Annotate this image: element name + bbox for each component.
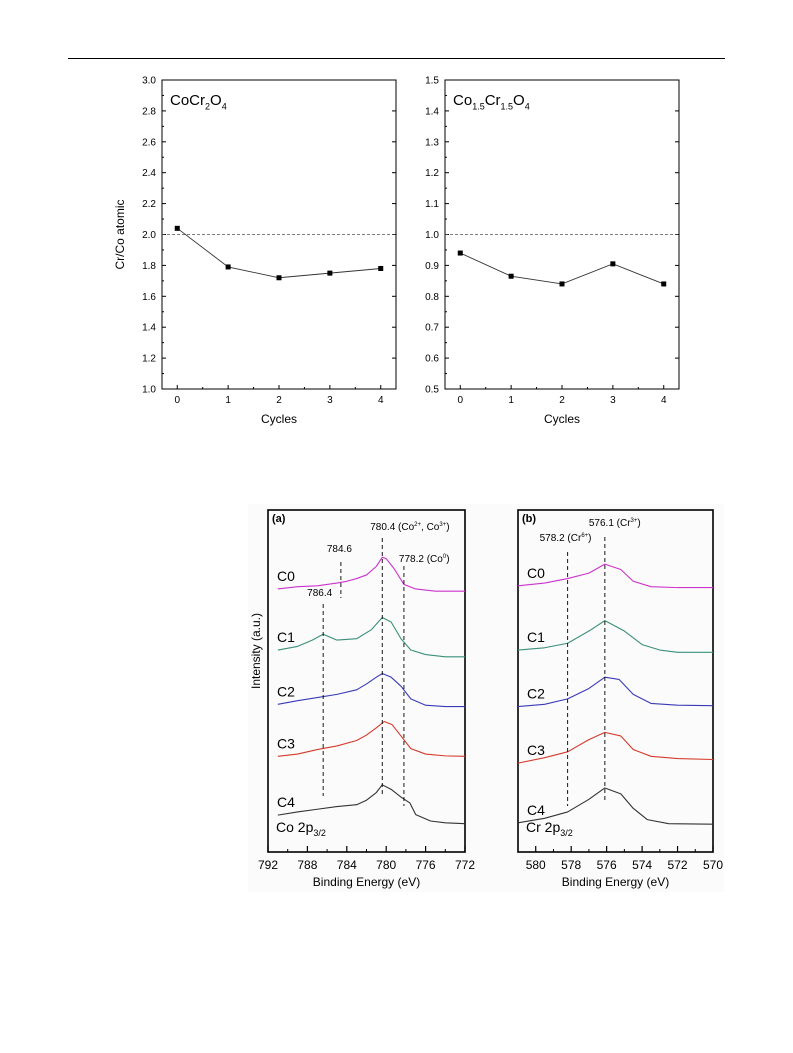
panel-a-xlabel: Binding Energy (eV) xyxy=(313,875,420,889)
top-right-ytick-label: 1.5 xyxy=(425,76,439,87)
panel-a-region-label: Co 2p3/2 xyxy=(276,819,326,838)
top-right-xtick-label: 2 xyxy=(559,395,565,406)
panel-a-ylabel: Intensity (a.u.) xyxy=(249,613,263,689)
top-right-xtick-label: 1 xyxy=(508,395,514,406)
panel-a-xtick-label: 776 xyxy=(416,858,436,872)
top-left-ytick-label: 1.6 xyxy=(142,292,156,303)
panel-b-axes-frame xyxy=(517,509,714,853)
top-left-xtick-label: 4 xyxy=(378,395,384,406)
panel-b-series-label-c0: C0 xyxy=(527,565,545,581)
panel-b-xlabel: Binding Energy (eV) xyxy=(562,875,669,889)
top-right-data-point xyxy=(559,281,565,287)
panel-a-marker-label: 784.6 xyxy=(327,544,352,555)
top-left-ylabel: Cr/Co atomic xyxy=(113,199,127,269)
panel-a-xtick-label: 772 xyxy=(455,858,475,872)
top-right-data-point xyxy=(457,250,463,256)
panel-a-marker-label: 778.2 (Co0) xyxy=(399,554,450,565)
top-right-xlabel: Cycles xyxy=(544,412,580,426)
top-left-data-point xyxy=(378,265,384,271)
panel-a-xtick-label: 788 xyxy=(297,858,317,872)
top-right-ytick-label: 0.8 xyxy=(425,292,439,303)
panel-b-series-label-c4: C4 xyxy=(527,802,545,818)
top-right-xtick-label: 4 xyxy=(661,395,667,406)
panel-b-xtick-label: 572 xyxy=(668,858,688,872)
top-left-xtick-label: 1 xyxy=(225,395,231,406)
top-right-data-point xyxy=(661,281,667,287)
panel-b-xtick-label: 576 xyxy=(597,858,617,872)
top-left-ytick-label: 2.0 xyxy=(142,230,156,241)
panel-a-series-label-c3: C3 xyxy=(277,735,295,751)
panel-b-xtick-label: 574 xyxy=(632,858,652,872)
top-right-ytick-label: 0.6 xyxy=(425,354,439,365)
top-right-ytick-label: 0.9 xyxy=(425,261,439,272)
panel-b-marker-label: 578.2 (Cr6+) xyxy=(540,533,592,544)
panel-a-panel-label: (a) xyxy=(272,513,286,525)
top-right-ytick-label: 1.2 xyxy=(425,168,439,179)
panel-a-xtick-label: 792 xyxy=(258,858,278,872)
panel-a-series-label-c1: C1 xyxy=(277,629,295,645)
top-right-xtick-label: 0 xyxy=(457,395,463,406)
panel-a-marker-label: 780.4 (Co2+, Co3+) xyxy=(370,522,449,533)
panel-a-series-label-c2: C2 xyxy=(277,683,295,699)
top-left-ytick-label: 1.4 xyxy=(142,323,156,334)
panel-b-spectrum-c0 xyxy=(517,563,713,589)
top-right-ytick-label: 0.5 xyxy=(425,385,439,396)
panel-b-region-label: Cr 2p3/2 xyxy=(526,819,573,838)
top-left-ytick-label: 3.0 xyxy=(142,76,156,87)
panel-b-marker-label: 576.1 (Cr3+) xyxy=(589,518,641,529)
top-left-xtick-label: 2 xyxy=(276,395,282,406)
top-right-ytick-label: 1.4 xyxy=(425,106,439,117)
panel-b-spectrum-c1 xyxy=(517,620,713,653)
panel-b-series-label-c2: C2 xyxy=(527,686,545,702)
panel-b-panel-label: (b) xyxy=(522,513,536,525)
panel-b-xtick-label: 570 xyxy=(703,858,723,872)
top-right-xtick-label: 3 xyxy=(610,395,616,406)
top-left-data-point xyxy=(225,264,231,270)
top-right-ytick-label: 0.7 xyxy=(425,323,439,334)
panel-a-marker-label: 786.4 xyxy=(307,588,332,599)
top-left-ytick-label: 2.2 xyxy=(142,199,156,210)
panel-b-spectrum-c2 xyxy=(517,676,714,708)
panel-a-spectrum-c3 xyxy=(277,720,466,757)
panel-b-spectrum-c3 xyxy=(517,731,714,764)
top-right-ytick-label: 1.0 xyxy=(425,230,439,241)
top-left-ytick-label: 1.0 xyxy=(142,385,156,396)
panel-a-spectrum-c2 xyxy=(277,673,465,708)
top-left-ytick-label: 2.8 xyxy=(142,106,156,117)
panel-b-spectrum-c4 xyxy=(517,787,714,825)
xps-figure-background xyxy=(248,504,724,892)
top-right-title: Co1.5Cr1.5O4 xyxy=(453,92,530,112)
top-left-data-point xyxy=(174,225,180,231)
panel-b-xtick-label: 580 xyxy=(526,858,546,872)
top-left-xtick-label: 0 xyxy=(174,395,180,406)
panel-a-xtick-label: 780 xyxy=(376,858,396,872)
top-left-title: CoCr2O4 xyxy=(170,92,227,112)
panel-a-spectrum-c1 xyxy=(277,616,465,658)
top-left-xtick-label: 3 xyxy=(327,395,333,406)
top-left-ytick-label: 1.8 xyxy=(142,261,156,272)
panel-a-xtick-label: 784 xyxy=(337,858,357,872)
top-left-ytick-label: 1.2 xyxy=(142,354,156,365)
top-right-series-line xyxy=(460,252,664,285)
top-left-data-point xyxy=(276,275,282,281)
top-left-ytick-label: 2.4 xyxy=(142,168,156,179)
top-right-ytick-label: 1.3 xyxy=(425,137,439,148)
panel-a-spectrum-c0 xyxy=(277,556,465,592)
panel-a-series-label-c0: C0 xyxy=(277,568,295,584)
header-rule xyxy=(68,58,725,59)
top-right-data-point xyxy=(508,273,514,279)
panel-b-series-label-c3: C3 xyxy=(527,742,545,758)
panel-b-xtick-label: 578 xyxy=(561,858,581,872)
panel-a-series-label-c4: C4 xyxy=(277,794,295,810)
panel-b-series-label-c1: C1 xyxy=(527,629,545,645)
top-right-data-point xyxy=(610,261,616,267)
top-left-series-line xyxy=(176,227,381,279)
top-left-data-point xyxy=(327,270,333,276)
top-left-xlabel: Cycles xyxy=(261,412,297,426)
top-left-ytick-label: 2.6 xyxy=(142,137,156,148)
top-right-ytick-label: 1.1 xyxy=(425,199,439,210)
